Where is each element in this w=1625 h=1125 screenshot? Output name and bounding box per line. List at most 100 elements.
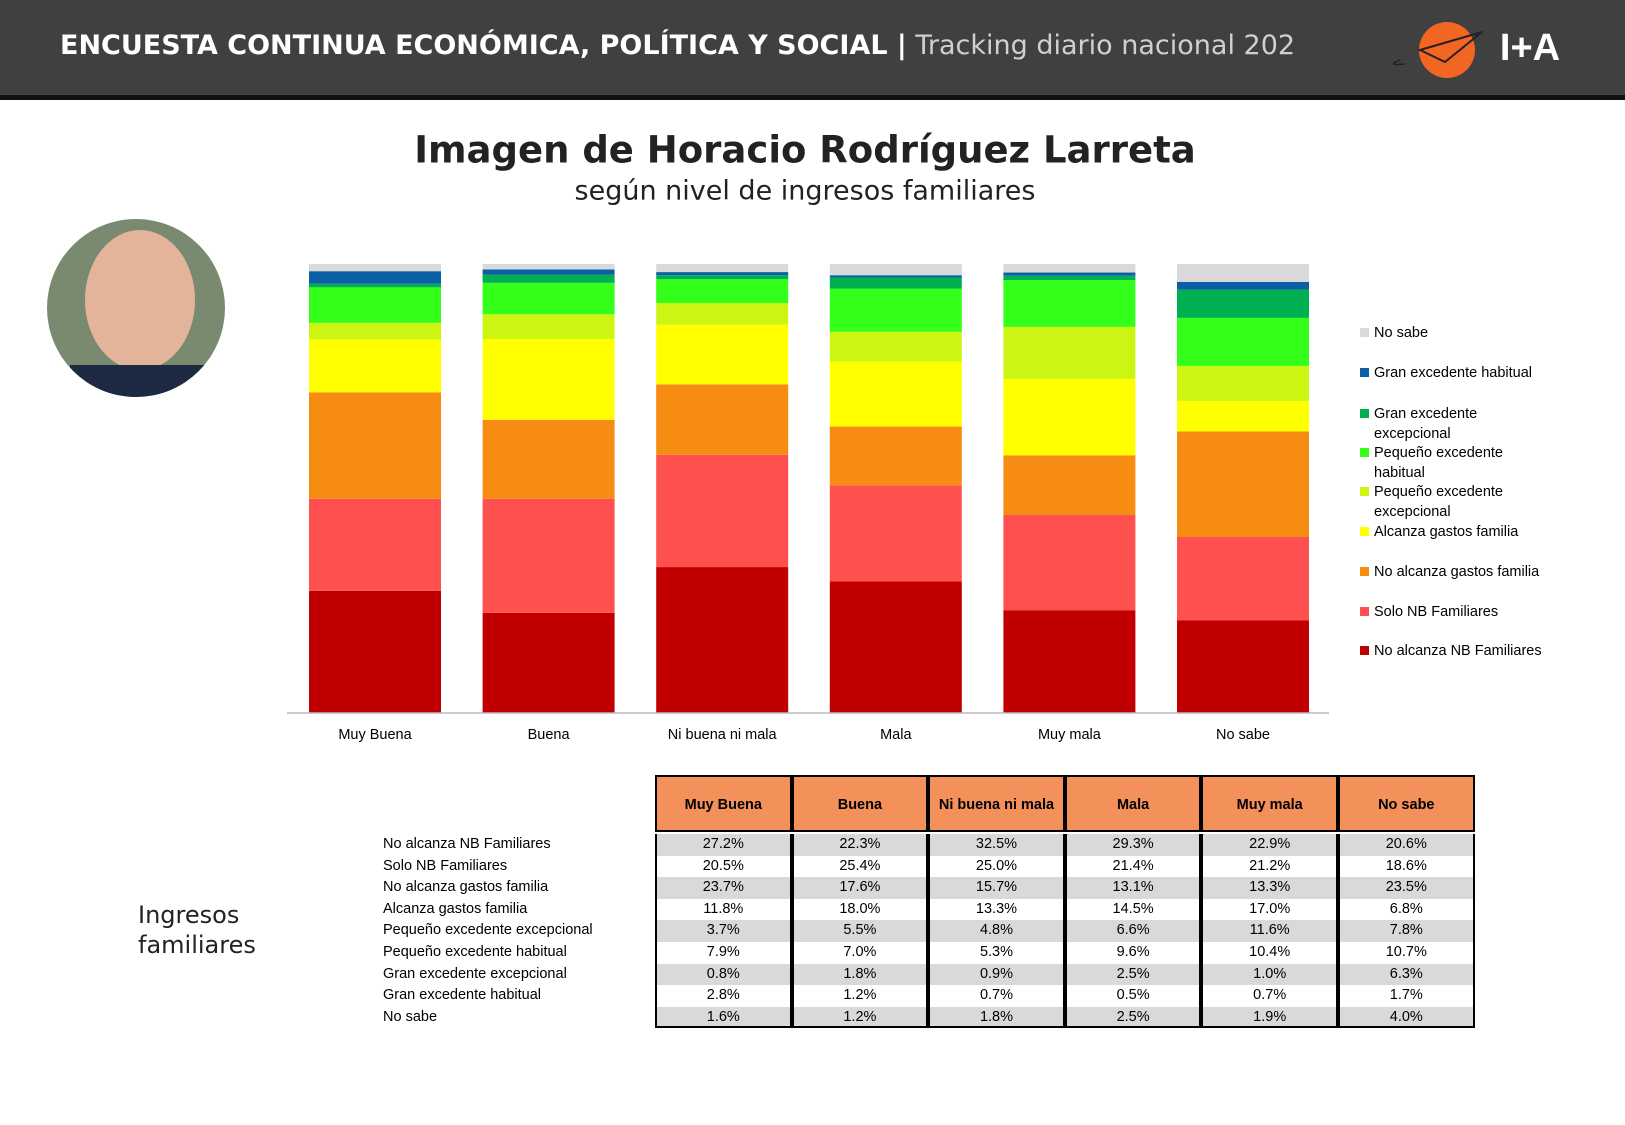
bar-segment <box>1177 264 1309 282</box>
bar-segment <box>309 271 441 284</box>
table-cell: 21.4% <box>1064 855 1202 878</box>
bar-segment <box>1003 326 1136 379</box>
bar-segment <box>482 264 615 270</box>
table-cell: 10.7% <box>1338 942 1475 964</box>
bar-segment <box>1003 455 1136 515</box>
table-cell: 29.3% <box>1064 834 1202 856</box>
table-header-cell: Muy mala <box>1201 775 1338 832</box>
header: ENCUESTA CONTINUA ECONÓMICA, POLÍTICA Y … <box>0 0 1625 100</box>
header-text: ENCUESTA CONTINUA ECONÓMICA, POLÍTICA Y … <box>60 30 1295 61</box>
bar-segment <box>482 419 615 499</box>
bar-segment <box>1177 365 1309 401</box>
x-tick-label: Buena <box>528 727 571 743</box>
table-cell: 17.6% <box>791 877 929 899</box>
table-cell: 6.8% <box>1338 898 1475 921</box>
table-row-label: Solo NB Familiares <box>383 857 508 874</box>
logo: I+A <box>1392 22 1560 78</box>
table-cell: 2.5% <box>1064 963 1202 986</box>
chart-subtitle: según nivel de ingresos familiares <box>575 176 1036 207</box>
table-cell: 15.7% <box>928 877 1065 899</box>
header-subtitle: Tracking diario nacional 202 <box>915 30 1296 61</box>
table-row-label: No sabe <box>383 1008 438 1025</box>
table-header-cell: Muy Buena <box>655 775 792 832</box>
bar-segment <box>829 361 962 427</box>
bar-segment <box>482 314 615 339</box>
bar-segment <box>1177 620 1309 713</box>
legend-label: No alcanza NB Familiares <box>1374 643 1542 659</box>
x-tick-label: Ni buena ni mala <box>668 727 778 743</box>
bar-segment <box>1003 610 1136 713</box>
bar-segment <box>482 282 615 315</box>
legend-item: No sabe <box>1360 323 1544 343</box>
table-cell: 6.3% <box>1338 963 1475 986</box>
header-title: ENCUESTA CONTINUA ECONÓMICA, POLÍTICA Y … <box>60 30 907 61</box>
legend-item: No alcanza gastos familia <box>1360 562 1544 582</box>
table-cell: 32.5% <box>928 834 1065 856</box>
table-cell: 1.7% <box>1338 985 1475 1007</box>
legend-label: Pequeño excedente excepcional <box>1374 484 1503 520</box>
table-cell: 0.5% <box>1064 985 1202 1007</box>
table-cell: 22.3% <box>791 834 929 856</box>
table-cell: 11.8% <box>655 898 792 921</box>
bar-segment <box>1003 514 1136 611</box>
table-header-cell: Mala <box>1064 775 1202 832</box>
table-cell: 21.2% <box>1201 855 1338 878</box>
bar-segment <box>482 498 615 613</box>
legend-swatch <box>1360 487 1369 496</box>
legend-label: No sabe <box>1374 325 1429 341</box>
table-cell: 0.7% <box>1201 985 1338 1007</box>
logo-plane <box>1417 31 1483 64</box>
table-cell: 1.8% <box>791 963 929 986</box>
legend-label: Solo NB Familiares <box>1374 604 1499 620</box>
table-cell: 4.0% <box>1338 1006 1475 1029</box>
table-cell: 20.6% <box>1338 834 1475 856</box>
bar-segment <box>309 498 441 591</box>
table-cell: 22.9% <box>1201 834 1338 856</box>
row-header-text: familiares <box>138 931 256 959</box>
table-cell: 18.0% <box>791 898 929 921</box>
table-cell: 9.6% <box>1064 942 1202 964</box>
bar-segment <box>829 277 962 289</box>
legend-label: Gran excedente excepcional <box>1374 406 1478 442</box>
bar-segment <box>1177 431 1309 537</box>
logo-text: I+A <box>1500 27 1560 69</box>
legend-item: Solo NB Familiares <box>1360 602 1544 622</box>
bar-segment <box>309 287 441 323</box>
table-row-label: No alcanza NB Familiares <box>383 836 551 852</box>
photo <box>47 219 225 397</box>
bar-segment <box>1177 289 1309 318</box>
bar-segment <box>482 338 615 420</box>
table-cell: 0.7% <box>928 985 1065 1007</box>
x-tick-label: No sabe <box>1216 727 1270 743</box>
legend-swatch <box>1360 409 1369 418</box>
table-cell: 18.6% <box>1338 855 1475 878</box>
table-row-label: Gran excedente excepcional <box>383 965 567 982</box>
table-cell: 3.7% <box>655 920 792 942</box>
row-header-text: Ingresos <box>138 901 239 929</box>
photo-face <box>85 230 195 370</box>
bar-segment <box>829 581 962 713</box>
table-cell: 2.8% <box>655 985 792 1007</box>
row-header: Ingresos familiares <box>138 901 256 959</box>
bar-segment <box>656 303 789 325</box>
table-cell: 1.0% <box>1201 963 1338 986</box>
bar-segment <box>1003 378 1136 456</box>
bar-segment <box>829 264 962 276</box>
legend-item: Pequeño excedente habitual <box>1360 443 1544 483</box>
legend-label: Pequeño excedente habitual <box>1374 445 1503 481</box>
table-cell: 20.5% <box>655 855 792 878</box>
legend-item: Gran excedente excepcional <box>1360 404 1544 444</box>
bar-segment <box>482 274 615 283</box>
bar-segment <box>656 279 789 304</box>
table-row-label: Alcanza gastos familia <box>383 900 528 917</box>
legend-label: Alcanza gastos familia <box>1374 524 1519 540</box>
table-row-label: Gran excedente habitual <box>383 987 541 1004</box>
x-tick-label: Muy Buena <box>338 727 412 743</box>
table-header-cell: Ni buena ni mala <box>928 775 1065 832</box>
bar-segment <box>1177 400 1309 432</box>
table-cell: 7.9% <box>655 942 792 964</box>
legend-swatch <box>1360 646 1369 655</box>
bar-segment <box>829 288 962 332</box>
bar-segment <box>829 275 962 278</box>
legend-swatch <box>1360 328 1369 337</box>
